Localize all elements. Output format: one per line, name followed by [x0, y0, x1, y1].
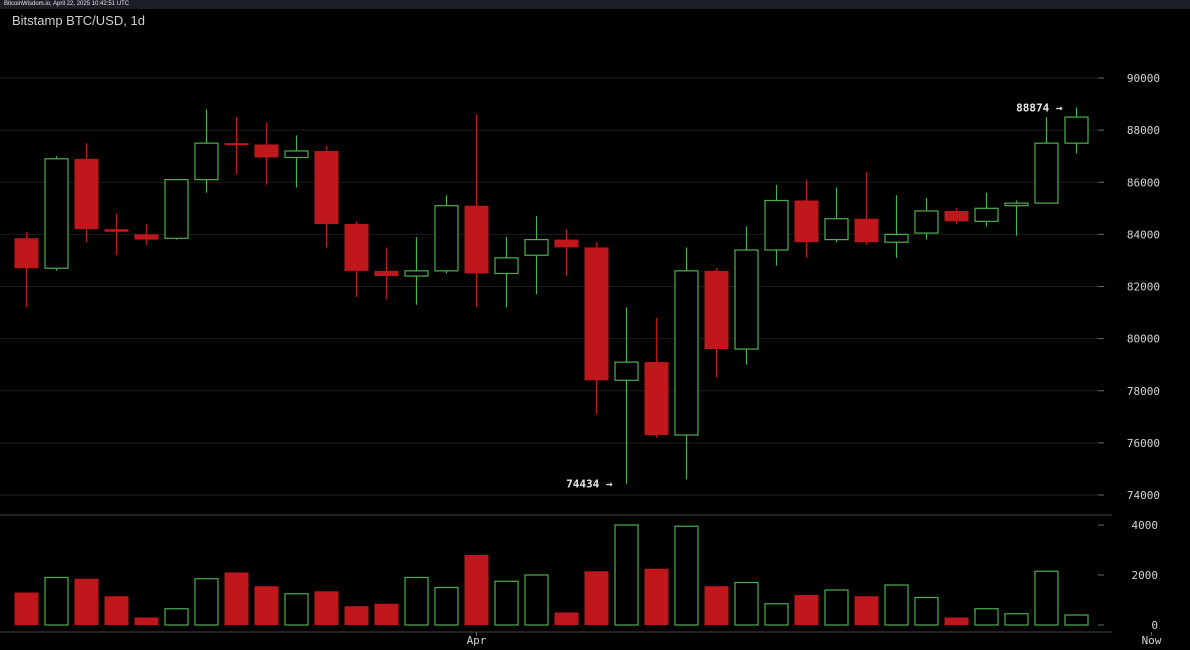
volume-bar-up: [1064, 614, 1089, 626]
candle-body-down: [374, 270, 399, 277]
chart-title: Bitstamp BTC/USD, 1d: [12, 13, 145, 28]
price-tick-label: 82000: [1127, 281, 1160, 294]
volume-bar-up: [1034, 570, 1059, 626]
candle-body-up: [494, 257, 519, 275]
volume-bar-up: [614, 524, 639, 626]
volume-bar-down: [794, 595, 819, 625]
price-tick-label: 84000: [1127, 228, 1160, 241]
price-annotation: 74434 →: [566, 478, 613, 491]
price-tick-label: 90000: [1127, 72, 1160, 85]
price-tick-label: 78000: [1127, 385, 1160, 398]
volume-bar-down: [74, 578, 99, 625]
volume-bar-up: [824, 589, 849, 626]
volume-bar-up: [164, 608, 189, 626]
top-info-bar: BitcoinWisdom.io, April 22, 2025 10:42:5…: [0, 0, 1190, 9]
price-tick-label: 76000: [1127, 437, 1160, 450]
candle-body-down: [644, 362, 669, 436]
candle-body-up: [764, 199, 789, 251]
volume-bar-up: [734, 581, 759, 626]
volume-bar-down: [344, 606, 369, 625]
annotation-layer: 74434 → 88874 →: [566, 101, 1063, 490]
volume-bar-down: [554, 612, 579, 625]
candle-body-down: [224, 143, 249, 146]
candle-body-down: [254, 144, 279, 158]
volume-bar-up: [524, 574, 549, 626]
candle-body-down: [704, 270, 729, 350]
volume-bar-up: [1004, 613, 1029, 626]
candle-body-up: [194, 142, 219, 181]
candle-body-up: [734, 249, 759, 350]
volume-bar-up: [914, 596, 939, 626]
volume-bar-down: [704, 586, 729, 625]
candle-body-down: [74, 158, 99, 230]
candle-layer: [14, 116, 1089, 436]
candle-body-down: [464, 205, 489, 274]
source-timestamp: BitcoinWisdom.io, April 22, 2025 10:42:5…: [4, 1, 130, 7]
volume-bar-down: [944, 617, 969, 625]
candle-body-down: [794, 200, 819, 243]
candle-body-down: [134, 234, 159, 240]
grid-layer: [0, 77, 1112, 633]
wick-layer: [25, 107, 1078, 484]
volume-bar-up: [194, 578, 219, 626]
volume-bar-up: [494, 580, 519, 626]
price-tick-label: 86000: [1127, 176, 1160, 189]
candle-body-up: [674, 270, 699, 436]
candle-body-up: [44, 158, 69, 269]
candle-body-up: [524, 238, 549, 256]
volume-layer: [14, 524, 1089, 626]
candle-body-up: [404, 270, 429, 277]
candle-body-up: [1004, 202, 1029, 207]
volume-bar-down: [374, 603, 399, 625]
candle-body-up: [164, 179, 189, 239]
time-tick-label: Apr: [467, 634, 487, 647]
candle-body-down: [344, 223, 369, 271]
volume-bar-down: [584, 571, 609, 625]
candle-body-down: [584, 247, 609, 381]
volume-bar-up: [764, 603, 789, 626]
candle-body-up: [824, 218, 849, 241]
candle-body-down: [944, 210, 969, 222]
price-annotation: 88874 →: [1016, 101, 1063, 114]
candle-body-down: [14, 238, 39, 269]
volume-bar-down: [254, 586, 279, 625]
volume-bar-up: [974, 608, 999, 626]
volume-bar-down: [854, 596, 879, 625]
axis-layer: 74000 76000 78000 80000 82000 84000 86000 88000…: [467, 72, 1162, 647]
price-tick-label: 80000: [1127, 333, 1160, 346]
volume-bar-up: [434, 586, 459, 626]
candle-body-up: [614, 361, 639, 381]
candle-body-up: [284, 150, 309, 159]
volume-bar-up: [44, 576, 69, 626]
candle-body-up: [434, 205, 459, 272]
time-tick-label: Now: [1142, 634, 1162, 647]
candle-body-down: [854, 218, 879, 243]
volume-bar-up: [884, 584, 909, 626]
candle-body-up: [1034, 142, 1059, 204]
volume-bar-down: [464, 555, 489, 625]
candle-body-up: [884, 233, 909, 243]
candle-body-down: [104, 229, 129, 232]
volume-bar-down: [14, 592, 39, 625]
candle-body-up: [974, 207, 999, 222]
candle-body-down: [554, 239, 579, 248]
volume-bar-down: [314, 591, 339, 625]
candle-body-up: [914, 210, 939, 234]
price-tick-label: 88000: [1127, 124, 1160, 137]
candle-body-up: [1064, 116, 1089, 144]
price-tick-label: 74000: [1127, 489, 1160, 502]
volume-tick-label: 4000: [1132, 519, 1159, 532]
volume-bar-down: [104, 596, 129, 625]
volume-tick-label: 2000: [1132, 569, 1159, 582]
volume-bar-down: [224, 572, 249, 625]
volume-bar-up: [404, 576, 429, 626]
volume-bar-up: [284, 593, 309, 626]
volume-bar-down: [134, 617, 159, 625]
volume-bar-up: [674, 525, 699, 626]
volume-bar-down: [644, 568, 669, 625]
volume-tick-label: 0: [1151, 619, 1158, 632]
candle-body-down: [314, 150, 339, 224]
